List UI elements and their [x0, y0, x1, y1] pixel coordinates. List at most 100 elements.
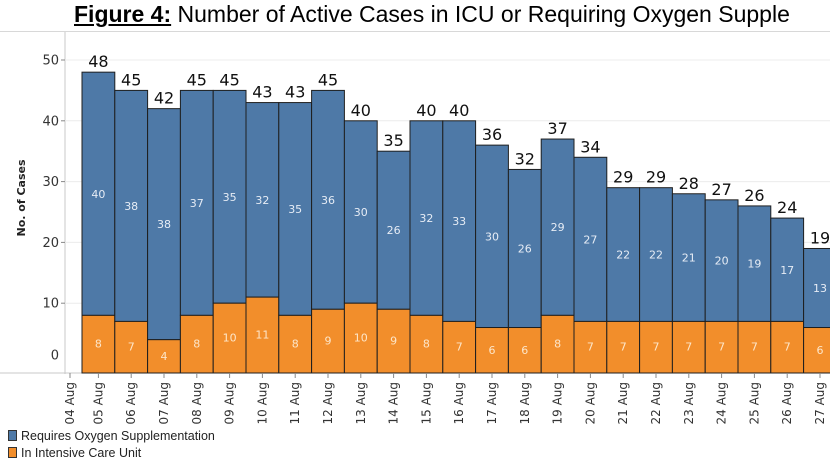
legend-label-oxygen: Requires Oxygen Supplementation [21, 428, 215, 443]
bar-oxygen [147, 108, 181, 341]
x-tick-label: 22 Aug [649, 382, 663, 425]
legend-label-icu: In Intensive Care Unit [21, 445, 142, 460]
bar-oxygen [606, 187, 641, 322]
bar-oxygen [442, 120, 477, 322]
bar-label-oxygen: 38 [124, 200, 138, 213]
x-tick-label: 26 Aug [780, 382, 794, 425]
y-tick-label: 40 [42, 114, 59, 129]
x-tick-label: 27 Aug [813, 382, 827, 425]
bar-label-icu: 8 [193, 338, 200, 351]
x-tick-label: 18 Aug [518, 382, 532, 425]
bar-label-oxygen: 32 [255, 194, 269, 207]
x-tick-label: 16 Aug [452, 382, 466, 425]
bar-label-oxygen: 30 [485, 230, 499, 243]
bar-label-icu: 8 [292, 338, 299, 351]
x-tick-label: 09 Aug [223, 382, 237, 425]
bar-label-icu: 7 [456, 341, 463, 354]
bar-label-icu: 7 [620, 341, 627, 354]
x-tick-label: 15 Aug [419, 382, 433, 425]
bar-label-icu: 7 [784, 341, 791, 354]
bar-oxygen [540, 138, 575, 316]
bar-total-label: 26 [744, 186, 764, 205]
bar-total-label: 40 [351, 101, 371, 120]
bar-label-oxygen: 38 [157, 218, 171, 231]
bar-label-oxygen: 22 [616, 249, 630, 262]
bar-label-oxygen: 33 [452, 215, 466, 228]
x-tick-label: 10 Aug [255, 382, 269, 425]
figure-label: Figure 4: [74, 1, 172, 27]
legend-swatch-icu [8, 447, 17, 458]
bar-label-oxygen: 21 [682, 252, 696, 265]
x-tick-label: 23 Aug [682, 382, 696, 425]
legend: Requires Oxygen Supplementation In Inten… [8, 427, 215, 461]
bar-label-icu: 8 [423, 338, 430, 351]
bar-total-label: 43 [252, 83, 272, 102]
bar-label-icu: 9 [390, 335, 397, 348]
bar-oxygen [311, 89, 345, 310]
bar-label-oxygen: 26 [518, 242, 532, 255]
bar-label-icu: 8 [95, 338, 102, 351]
x-tick-label: 21 Aug [616, 382, 630, 425]
bar-total-label: 43 [285, 83, 305, 102]
x-tick-label: 17 Aug [485, 382, 499, 425]
bar-total-label: 24 [777, 198, 797, 217]
x-tick-label: 19 Aug [551, 382, 565, 425]
bar-icu [573, 320, 608, 374]
y-tick-label: 30 [42, 175, 59, 190]
y-tick-label: 10 [42, 297, 59, 312]
bar-total-label: 34 [580, 137, 600, 156]
stacked-bar-chart: 0 10 20 30 40 50 No. of Cases 40 8 48 38 7 45 38 4 42 37… [0, 32, 830, 425]
bar-label-oxygen: 30 [354, 206, 368, 219]
bar-label-icu: 11 [255, 329, 269, 342]
bar-total-label: 29 [613, 168, 633, 187]
x-tick-label: 08 Aug [190, 382, 204, 425]
bar-total-label: 36 [482, 125, 502, 144]
bar-label-icu: 9 [325, 335, 332, 348]
figure-title-text: Number of Active Cases in ICU or Requiri… [171, 1, 790, 27]
bar-icu [606, 320, 641, 374]
bar-total-label: 29 [646, 168, 666, 187]
bar-total-label: 28 [679, 174, 699, 193]
bar-label-icu: 7 [718, 341, 725, 354]
bar-oxygen [245, 102, 280, 298]
bar-label-oxygen: 35 [288, 203, 302, 216]
x-tick-label: 04 Aug [63, 382, 77, 425]
y-axis-title: No. of Cases [15, 159, 28, 236]
legend-item-oxygen: Requires Oxygen Supplementation [8, 427, 215, 444]
bar-label-oxygen: 32 [419, 212, 433, 225]
bar-label-oxygen: 36 [321, 194, 335, 207]
bar-total-label: 27 [711, 180, 731, 199]
bar-label-icu: 8 [554, 338, 561, 351]
bar-label-oxygen: 22 [649, 249, 663, 262]
bar-total-label: 35 [383, 131, 403, 150]
x-tick-label: 12 Aug [321, 382, 335, 425]
bar-label-oxygen: 20 [715, 255, 729, 268]
bar-icu [475, 327, 509, 374]
bar-icu [507, 327, 542, 374]
bar-label-oxygen: 37 [190, 197, 204, 210]
bar-label-icu: 7 [751, 341, 758, 354]
x-tick-label: 13 Aug [354, 382, 368, 425]
bar-oxygen [475, 144, 509, 329]
bar-label-oxygen: 29 [551, 221, 565, 234]
title-divider [0, 31, 830, 32]
bar-total-label: 19 [810, 228, 830, 247]
bar-icu [409, 314, 444, 374]
bar-oxygen [212, 89, 247, 304]
bar-label-icu: 7 [685, 341, 692, 354]
bar-total-label: 32 [515, 149, 535, 168]
bar-total-label: 42 [154, 89, 174, 108]
bar-total-label: 37 [547, 119, 567, 138]
bar-label-icu: 7 [128, 341, 135, 354]
bar-label-oxygen: 19 [747, 258, 761, 271]
bar-total-label: 48 [88, 52, 108, 71]
x-tick-label: 06 Aug [124, 382, 138, 425]
bar-label-oxygen: 26 [387, 224, 401, 237]
bar-icu [278, 314, 313, 374]
y-tick-label: 0 [51, 349, 59, 364]
x-tick-label: 14 Aug [387, 382, 401, 425]
bar-total-label: 45 [121, 70, 141, 89]
bar-oxygen [507, 168, 542, 329]
x-tick-label: 07 Aug [157, 382, 171, 425]
bar-label-icu: 10 [223, 332, 237, 345]
